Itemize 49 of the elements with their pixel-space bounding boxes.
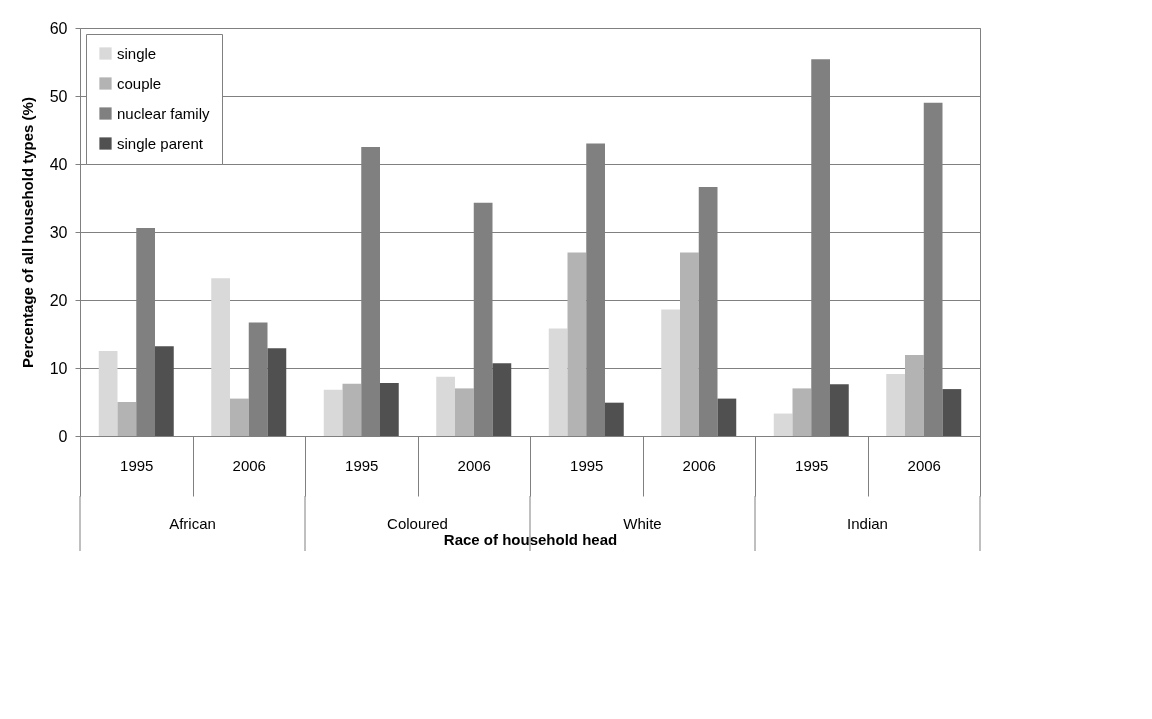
bar	[267, 348, 287, 436]
bar	[436, 376, 455, 436]
bar	[773, 413, 793, 436]
bar	[230, 398, 249, 436]
bar	[492, 363, 512, 436]
text: Indian	[847, 515, 888, 532]
y-tick-label: 20	[49, 291, 68, 309]
bar	[117, 402, 137, 436]
text: African	[169, 515, 216, 532]
bar	[98, 351, 118, 436]
bar	[567, 252, 587, 436]
bar	[605, 402, 624, 436]
bar	[830, 384, 849, 436]
y-tick-label: 50	[49, 87, 68, 105]
x-tick-label: 1995	[570, 456, 604, 474]
text: Coloured	[387, 515, 448, 532]
bar	[792, 388, 812, 436]
x-tick-label: 1995	[120, 456, 154, 474]
x-tick-label: 1995	[795, 456, 829, 474]
bar	[380, 382, 399, 436]
x-tick-label: 2006	[457, 456, 491, 474]
bar	[548, 328, 568, 436]
bar	[717, 398, 737, 436]
bar	[155, 346, 174, 436]
y-tick-label: 10	[49, 359, 68, 377]
x-axis-title: Race of household head	[443, 531, 618, 548]
text: White	[623, 515, 662, 532]
bar	[323, 389, 343, 436]
legend-label: nuclear family	[117, 104, 211, 122]
y-tick-label: 0	[58, 427, 68, 445]
bar	[680, 252, 699, 436]
bar	[886, 374, 905, 436]
x-tick-label: 2006	[232, 456, 266, 474]
bar	[342, 383, 362, 436]
y-tick-label: 30	[49, 223, 68, 241]
x-tick-label: 1995	[345, 456, 379, 474]
y-axis-title: Percentage of all household types (%)	[18, 97, 36, 368]
y-tick-label: 40	[49, 155, 68, 173]
bar	[942, 389, 962, 436]
bar	[211, 278, 230, 436]
bar	[455, 388, 474, 436]
legend-label: single parent	[117, 134, 204, 152]
legend-label: single	[117, 44, 157, 62]
y-tick-label: 60	[49, 19, 68, 37]
bar	[661, 309, 680, 436]
x-tick-label: 2006	[682, 456, 716, 474]
x-tick-label: 2006	[907, 456, 941, 474]
legend-label: couple	[117, 74, 162, 92]
bar	[905, 355, 924, 436]
